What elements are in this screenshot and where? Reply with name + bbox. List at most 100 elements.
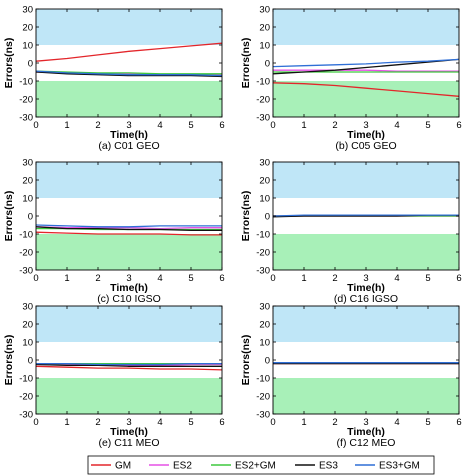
y-tick-label: -20 bbox=[19, 247, 33, 258]
series-line-es3-plus-gm bbox=[36, 224, 222, 228]
chart-panel-3: -30 -20 -10 0 10 20 30 0 1 2 3 4 5 6 Time(h) Errors(ns)… bbox=[3, 157, 225, 305]
series-line-gm bbox=[273, 82, 459, 97]
legend-label: ES3+GM bbox=[379, 461, 420, 472]
y-tick-label: -10 bbox=[256, 76, 270, 87]
series-group bbox=[273, 58, 459, 97]
x-axis-label: Time(h) bbox=[110, 426, 148, 438]
x-tick-label: 3 bbox=[363, 417, 368, 428]
y-tick-label: 20 bbox=[22, 175, 33, 186]
y-tick-label: -20 bbox=[256, 94, 270, 105]
legend-label: ES3 bbox=[319, 461, 338, 472]
x-tick-label: 1 bbox=[301, 120, 306, 131]
series-line-es3 bbox=[273, 58, 459, 75]
series-line-es2 bbox=[36, 226, 222, 230]
chart-panel-1: -30 -20 -10 0 10 20 30 0 1 2 3 4 5 6 Time(h) Errors(ns)… bbox=[3, 4, 225, 152]
panel-caption: (e) C11 MEO bbox=[98, 437, 159, 449]
y-tick-label: 0 bbox=[265, 355, 270, 366]
x-tick-label: 2 bbox=[332, 120, 337, 131]
x-tick-label: 5 bbox=[425, 417, 430, 428]
y-tick-label: 30 bbox=[22, 4, 33, 15]
series-line-es2 bbox=[273, 69, 459, 72]
x-tick-label: 1 bbox=[64, 120, 69, 131]
panel-caption: (a) C01 GEO bbox=[98, 140, 159, 152]
y-tick-label: 20 bbox=[22, 22, 33, 33]
y-tick-label: 0 bbox=[28, 58, 33, 69]
x-tick-label: 6 bbox=[219, 120, 224, 131]
series-line-gm bbox=[36, 231, 222, 236]
y-tick-label: -10 bbox=[256, 229, 270, 240]
series-line-es3 bbox=[36, 363, 222, 367]
y-tick-label: -30 bbox=[19, 265, 33, 276]
upper-threshold-band bbox=[273, 162, 459, 198]
series-line-es3-plus-gm bbox=[36, 70, 222, 77]
y-tick-label: -30 bbox=[19, 409, 33, 420]
x-tick-label: 0 bbox=[270, 120, 275, 131]
y-tick-label: 10 bbox=[22, 193, 33, 204]
x-tick-label: 3 bbox=[126, 120, 131, 131]
x-tick-label: 0 bbox=[33, 417, 38, 428]
x-tick-label: 1 bbox=[301, 417, 306, 428]
x-tick-label: 3 bbox=[363, 120, 368, 131]
lower-threshold-band bbox=[273, 81, 459, 117]
chart-panel-4: -30 -20 -10 0 10 20 30 0 1 2 3 4 5 6 Time(h) Errors(ns)… bbox=[240, 157, 462, 305]
x-axis-label: Time(h) bbox=[110, 282, 148, 294]
x-tick-label: 6 bbox=[219, 417, 224, 428]
legend-item-es2: ES2 bbox=[149, 461, 192, 472]
series-group bbox=[36, 42, 222, 78]
x-tick-label: 4 bbox=[394, 417, 399, 428]
y-tick-label: 10 bbox=[22, 337, 33, 348]
x-axis-label: Time(h) bbox=[347, 282, 385, 294]
y-tick-label: 20 bbox=[259, 175, 270, 186]
series-line-es2 bbox=[36, 362, 222, 367]
lower-threshold-band bbox=[273, 378, 459, 414]
y-tick-label: 10 bbox=[259, 337, 270, 348]
series-line-es3-plus-gm bbox=[273, 214, 459, 217]
x-tick-label: 6 bbox=[456, 417, 461, 428]
y-tick-label: -30 bbox=[19, 112, 33, 123]
y-tick-label: 20 bbox=[22, 319, 33, 330]
x-tick-label: 4 bbox=[157, 120, 162, 131]
y-tick-label: 30 bbox=[259, 157, 270, 168]
x-tick-label: 0 bbox=[270, 273, 275, 284]
x-tick-label: 1 bbox=[64, 273, 69, 284]
chart-panel-6: -30 -20 -10 0 10 20 30 0 1 2 3 4 5 6 Time(h) Errors(ns)… bbox=[240, 301, 462, 449]
lower-threshold-band bbox=[36, 378, 222, 414]
legend-item-es2-plus-gm: ES2+GM bbox=[211, 461, 276, 472]
lower-threshold-band bbox=[36, 81, 222, 117]
y-tick-label: 20 bbox=[259, 22, 270, 33]
x-tick-label: 1 bbox=[64, 417, 69, 428]
y-tick-label: -20 bbox=[19, 391, 33, 402]
y-tick-label: 10 bbox=[259, 40, 270, 51]
series-group bbox=[36, 224, 222, 236]
x-tick-label: 5 bbox=[425, 273, 430, 284]
upper-threshold-band bbox=[273, 9, 459, 45]
y-tick-label: -20 bbox=[256, 391, 270, 402]
x-axis-label: Time(h) bbox=[347, 426, 385, 438]
series-group bbox=[273, 362, 459, 365]
legend-item-es3-plus-gm: ES3+GM bbox=[355, 461, 420, 472]
y-tick-label: 10 bbox=[22, 40, 33, 51]
y-tick-label: 0 bbox=[28, 355, 33, 366]
panel-caption: (c) C10 IGSO bbox=[97, 293, 161, 305]
x-tick-label: 4 bbox=[394, 120, 399, 131]
upper-threshold-band bbox=[36, 9, 222, 45]
y-tick-label: 0 bbox=[265, 211, 270, 222]
y-axis-label: Errors(ns) bbox=[3, 38, 15, 89]
y-tick-label: -30 bbox=[256, 265, 270, 276]
upper-threshold-band bbox=[36, 306, 222, 342]
lower-threshold-band bbox=[36, 234, 222, 270]
chart-panel-2: -30 -20 -10 0 10 20 30 0 1 2 3 4 5 6 Time(h) Errors(ns)… bbox=[240, 4, 462, 152]
series-line-es3 bbox=[36, 226, 222, 232]
legend-item-gm: GM bbox=[91, 461, 131, 472]
series-line-es3 bbox=[36, 71, 222, 78]
y-tick-label: -20 bbox=[256, 247, 270, 258]
x-tick-label: 2 bbox=[95, 417, 100, 428]
legend-item-es3: ES3 bbox=[295, 461, 338, 472]
x-tick-label: 2 bbox=[332, 417, 337, 428]
x-tick-label: 3 bbox=[126, 417, 131, 428]
y-tick-label: -30 bbox=[256, 112, 270, 123]
x-tick-label: 0 bbox=[33, 273, 38, 284]
legend-label: GM bbox=[115, 461, 131, 472]
